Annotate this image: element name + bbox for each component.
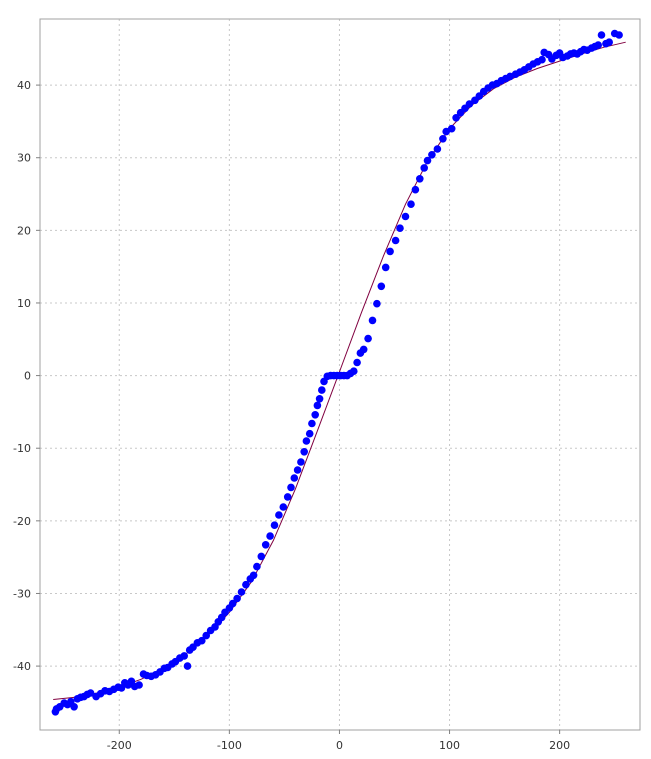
data-point <box>407 200 415 208</box>
plot-area-border <box>39 18 641 731</box>
y-tick-label: 30 <box>17 152 31 165</box>
y-tick-label: -20 <box>13 515 31 528</box>
data-points <box>51 29 623 716</box>
data-point <box>183 662 192 670</box>
data-point <box>439 135 447 143</box>
data-point <box>381 263 390 272</box>
data-point <box>202 631 210 640</box>
data-point <box>315 395 324 403</box>
data-point <box>308 419 316 428</box>
x-axis-ticks: -200 -100 0 100 200 <box>107 730 570 752</box>
data-point <box>257 552 266 561</box>
data-point <box>350 367 358 376</box>
data-point <box>386 247 394 256</box>
data-point <box>428 151 436 159</box>
data-point <box>605 38 613 46</box>
data-point <box>198 636 206 645</box>
data-point <box>86 689 95 697</box>
data-point <box>275 511 283 519</box>
x-tick-label: -100 <box>217 739 242 752</box>
data-point <box>373 299 381 308</box>
data-point <box>420 164 429 172</box>
data-point <box>297 458 305 466</box>
data-point <box>233 594 241 603</box>
data-point <box>283 493 292 501</box>
data-point <box>615 31 623 39</box>
data-point <box>401 212 410 221</box>
data-point <box>135 681 143 689</box>
data-point <box>538 55 546 64</box>
data-point <box>447 124 456 133</box>
data-point <box>377 282 386 291</box>
data-point <box>237 588 246 596</box>
data-point <box>318 386 326 394</box>
y-tick-label: 40 <box>17 79 31 92</box>
data-point <box>300 448 309 456</box>
data-point <box>594 41 602 49</box>
data-point <box>253 562 261 571</box>
x-tick-label: -200 <box>107 739 132 752</box>
data-point <box>396 224 404 232</box>
x-tick-label: 200 <box>549 739 570 752</box>
data-point <box>452 114 460 122</box>
data-point <box>433 145 442 153</box>
data-point <box>293 466 302 474</box>
data-point <box>391 236 400 245</box>
data-point <box>270 521 279 529</box>
data-point <box>228 599 237 608</box>
data-point <box>364 334 372 343</box>
data-point <box>287 483 295 492</box>
x-tick-label: 100 <box>439 739 460 752</box>
data-point <box>290 474 299 482</box>
y-tick-label: 20 <box>17 224 31 237</box>
data-point <box>368 316 377 325</box>
data-point <box>597 31 606 39</box>
data-point <box>302 437 311 445</box>
data-point <box>411 185 420 194</box>
data-point <box>249 571 258 580</box>
data-point <box>353 358 361 367</box>
data-point <box>261 541 270 549</box>
data-point <box>242 580 250 589</box>
y-axis-ticks: -40 -30 -20 -10 0 10 20 30 40 <box>13 79 40 673</box>
y-tick-label: -40 <box>13 660 31 673</box>
data-point <box>423 156 432 165</box>
data-point <box>359 345 368 354</box>
data-point <box>305 429 314 438</box>
data-point <box>465 100 474 108</box>
y-tick-label: -30 <box>13 587 31 600</box>
data-point <box>416 175 424 183</box>
data-point <box>313 401 322 410</box>
y-tick-label: 0 <box>24 370 31 383</box>
y-tick-label: 10 <box>17 297 31 310</box>
y-tick-label: -10 <box>13 442 31 455</box>
data-point <box>180 652 188 660</box>
data-point <box>311 411 320 419</box>
x-tick-label: 0 <box>336 739 343 752</box>
data-point <box>279 503 288 511</box>
data-point <box>70 703 78 711</box>
data-point <box>266 532 274 540</box>
